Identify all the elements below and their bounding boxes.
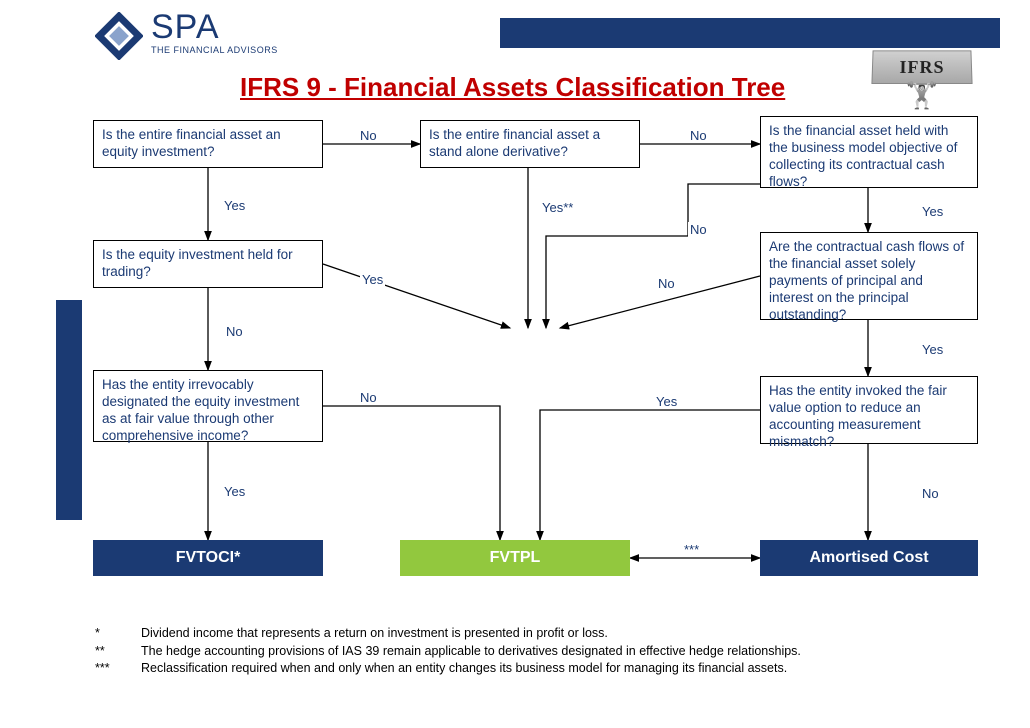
decision-node-q3: Is the financial asset held with the bus… [760,116,978,188]
footnotes: * Dividend income that represents a retur… [95,625,975,678]
edge-label-9: No [656,276,677,291]
decision-node-q6: Has the entity irrevocably designated th… [93,370,323,442]
edge-label-14: *** [682,542,701,557]
edge-label-2: Yes [222,198,247,213]
edge-6 [323,264,510,328]
edge-5 [546,184,760,328]
footnote-text: The hedge accounting provisions of IAS 3… [141,643,801,661]
decision-node-q2: Is the entire financial asset a stand al… [420,120,640,168]
footnote-2: *** Reclassification required when and on… [95,660,975,678]
footnote-1: ** The hedge accounting provisions of IAS… [95,643,975,661]
edge-label-5: No [688,222,709,237]
decision-node-q1: Is the entire financial asset an equity … [93,120,323,168]
edge-label-11: No [358,390,379,405]
flowchart-canvas: Is the entire financial asset an equity … [0,0,1030,728]
edge-label-13: Yes [654,394,679,409]
edge-11 [323,406,500,540]
footnote-text: Dividend income that represents a return… [141,625,608,643]
edge-label-1: No [688,128,709,143]
footnote-text: Reclassification required when and only … [141,660,787,678]
edge-label-6: Yes [360,272,385,287]
decision-node-q4: Is the equity investment held for tradin… [93,240,323,288]
footnote-mark: ** [95,643,123,661]
footnote-mark: * [95,625,123,643]
edge-label-4: Yes [920,204,945,219]
edge-label-10: Yes [222,484,247,499]
edge-label-12: No [920,486,941,501]
decision-node-q7: Has the entity invoked the fair value op… [760,376,978,444]
outcome-amort: Amortised Cost [760,540,978,576]
flowchart-edges [0,0,1030,728]
edge-label-3: Yes** [540,200,575,215]
footnote-0: * Dividend income that represents a retur… [95,625,975,643]
outcome-fvtoci: FVTOCI* [93,540,323,576]
edge-label-8: Yes [920,342,945,357]
decision-node-q5: Are the contractual cash flows of the fi… [760,232,978,320]
edge-label-7: No [224,324,245,339]
outcome-fvtpl: FVTPL [400,540,630,576]
edge-label-0: No [358,128,379,143]
edge-13 [540,410,760,540]
footnote-mark: *** [95,660,123,678]
